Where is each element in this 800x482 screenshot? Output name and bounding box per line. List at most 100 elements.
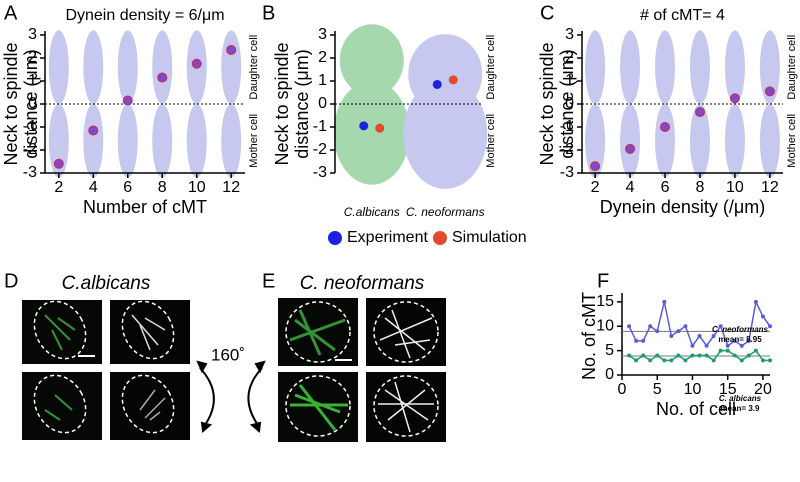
y-tick-label: 3 xyxy=(28,26,37,43)
point xyxy=(694,107,705,118)
point xyxy=(718,324,723,329)
point xyxy=(655,329,660,334)
image-d1 xyxy=(22,300,102,364)
point xyxy=(634,358,639,363)
panel-letter: D xyxy=(4,270,18,292)
panel-letter: A xyxy=(4,2,18,24)
point xyxy=(768,358,772,363)
y-tick-label: 5 xyxy=(605,342,614,359)
x-axis-label: Dynein density (/μm) xyxy=(600,197,765,217)
cell-shape xyxy=(117,104,138,178)
cell-shape xyxy=(655,104,676,178)
side-label: Mother cell xyxy=(485,114,497,168)
rotation-label: 160˚ xyxy=(211,345,245,364)
point xyxy=(704,353,709,358)
y-tick-label: 15 xyxy=(596,293,614,310)
panel-C: C # of cMT= 4 Neck to spindle distance (μm)… xyxy=(537,2,798,216)
y-axis-label: distance (μm) xyxy=(21,49,41,158)
annotation: C. neoformans xyxy=(712,325,769,334)
y-tick-label: -3 xyxy=(313,164,327,181)
point xyxy=(690,353,695,358)
y-axis-label: distance (μm) xyxy=(292,49,312,158)
point xyxy=(753,299,758,304)
image-d2 xyxy=(110,300,190,364)
panel-A: A Dynein density = 6/μm Neck to spindle dis… xyxy=(1,2,260,216)
y-tick-label: -3 xyxy=(560,164,574,181)
annotation: mean= 3.9 xyxy=(721,404,760,413)
x-tick-label: 5 xyxy=(653,381,662,398)
panel-title: C.albicans xyxy=(62,273,151,294)
point xyxy=(669,358,674,363)
y-tick-label: 1 xyxy=(318,72,327,89)
point xyxy=(191,58,202,69)
point xyxy=(648,324,653,329)
x-tick-label: 6 xyxy=(123,179,132,196)
x-tick-label: 12 xyxy=(761,179,779,196)
x-tick-label: 2 xyxy=(54,179,63,196)
point xyxy=(729,93,740,104)
side-label: Mother cell xyxy=(248,114,260,168)
cell-shape xyxy=(620,104,641,178)
point xyxy=(697,334,702,338)
cell-shape xyxy=(333,80,410,185)
y-tick-label: 2 xyxy=(565,49,574,66)
point xyxy=(641,338,646,343)
point xyxy=(627,353,632,358)
side-label: Daughter cell xyxy=(786,35,798,100)
y-axis-label: Neck to spindle xyxy=(1,42,21,165)
point xyxy=(732,338,737,343)
point xyxy=(746,338,751,343)
point xyxy=(760,358,765,363)
y-axis-label: Neck to spindle xyxy=(272,42,292,165)
side-label: Daughter cell xyxy=(248,35,260,100)
x-tick-label: C.albicans xyxy=(344,205,400,219)
x-tick-label: 20 xyxy=(754,381,772,398)
y-tick-label: -2 xyxy=(313,141,327,158)
point xyxy=(732,353,737,358)
point xyxy=(718,348,723,353)
point xyxy=(432,79,442,89)
cell-shape xyxy=(585,30,606,105)
point xyxy=(590,161,601,172)
x-tick-label: 12 xyxy=(222,179,240,196)
y-tick-label: -1 xyxy=(560,118,574,135)
rotation-arrows xyxy=(196,360,266,433)
point xyxy=(448,75,458,85)
point xyxy=(641,353,646,358)
y-tick-label: -2 xyxy=(23,141,37,158)
x-axis-label: No. of cell xyxy=(656,399,736,419)
cell-shape xyxy=(83,104,104,178)
y-tick-label: 2 xyxy=(318,49,327,66)
cell-shape xyxy=(689,104,710,178)
x-tick-label: 10 xyxy=(684,381,702,398)
y-axis-label: No. of cMT xyxy=(579,292,599,380)
point xyxy=(753,348,758,353)
x-tick-label: 4 xyxy=(89,179,98,196)
point xyxy=(669,334,674,338)
y-tick-label: 1 xyxy=(565,72,574,89)
image-d3 xyxy=(22,372,102,440)
y-tick-label: 0 xyxy=(318,95,327,112)
panel-title: C. neoformans xyxy=(300,273,425,294)
micrographs: D C.albicans E C. neoformans xyxy=(4,270,446,442)
x-tick-label: 2 xyxy=(591,179,600,196)
y-tick-label: 1 xyxy=(28,72,37,89)
panel-F: FNo. of cMT 0 5 10 15 0 5 10 15 20 No. of cell C. n… xyxy=(579,270,772,419)
point xyxy=(662,358,667,363)
cell-shape xyxy=(620,30,641,105)
cell-shape xyxy=(152,104,173,178)
y-axis-label: Neck to spindle xyxy=(537,42,557,165)
point xyxy=(660,122,671,132)
point xyxy=(648,358,653,363)
point xyxy=(226,44,237,55)
x-tick-label: 10 xyxy=(726,179,744,196)
x-tick-label: 8 xyxy=(158,179,167,196)
point xyxy=(764,86,775,97)
cell-shape xyxy=(186,104,207,178)
cell-shape xyxy=(48,30,69,105)
y-axis-label: distance (μm) xyxy=(557,49,577,158)
panel-B: B Neck to spindle distance (μm) C.albicans C… xyxy=(262,2,527,246)
x-tick-label: 6 xyxy=(661,179,670,196)
point xyxy=(122,95,133,106)
